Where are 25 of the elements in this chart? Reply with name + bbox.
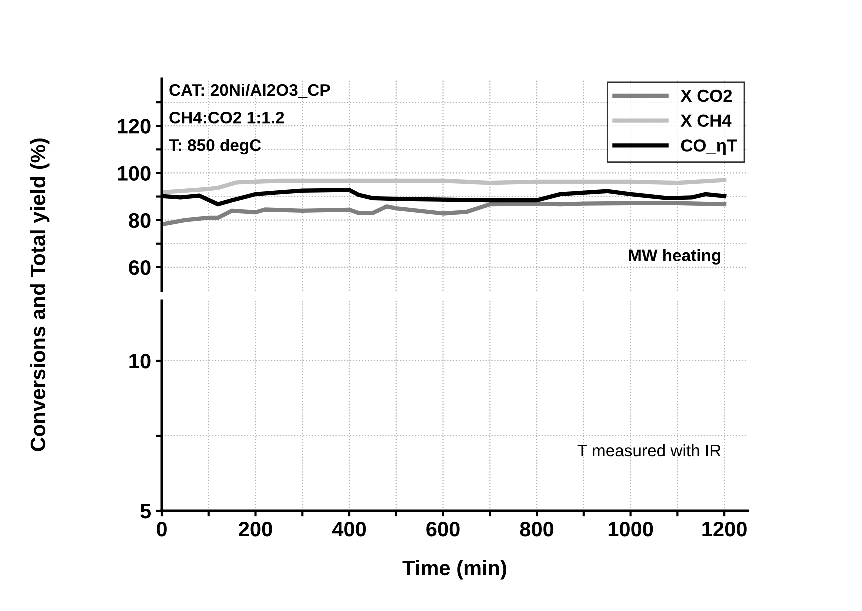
annotation: T measured with IR [578, 444, 721, 457]
annotation: T: 850 degC [169, 139, 262, 155]
y-axis-title: Conversions and Total yield (%) [30, 138, 50, 452]
x-tick-label: 1200 [702, 522, 747, 537]
annotation: CH4:CO2 1:1.2 [170, 112, 284, 124]
x-tick-label: 800 [520, 522, 554, 537]
legend-label: CO_ηT [681, 140, 738, 156]
y-tick-label: 100 [118, 166, 151, 181]
x-tick-label: 0 [157, 522, 167, 537]
y-tick-label: 10 [130, 354, 151, 369]
line-series [162, 178, 727, 195]
y-tick-label: 80 [129, 213, 151, 228]
x-tick-label: 200 [239, 522, 272, 537]
legend-label: X CO2 [680, 90, 732, 102]
annotation: CAT: 20Ni/Al2O3_CP [170, 84, 330, 98]
x-tick-label: 600 [426, 522, 460, 537]
x-tick-label: 400 [332, 522, 366, 537]
y-tick-label: 120 [118, 119, 151, 134]
x-tick-label: 1000 [608, 522, 654, 537]
line-series [162, 201, 727, 227]
annotation: MW heating [629, 249, 721, 265]
legend-label: X CH4 [680, 114, 732, 128]
y-tick-label: 5 [140, 504, 152, 519]
y-tick-label: 60 [129, 260, 151, 276]
x-axis-title: Time (min) [402, 560, 506, 580]
